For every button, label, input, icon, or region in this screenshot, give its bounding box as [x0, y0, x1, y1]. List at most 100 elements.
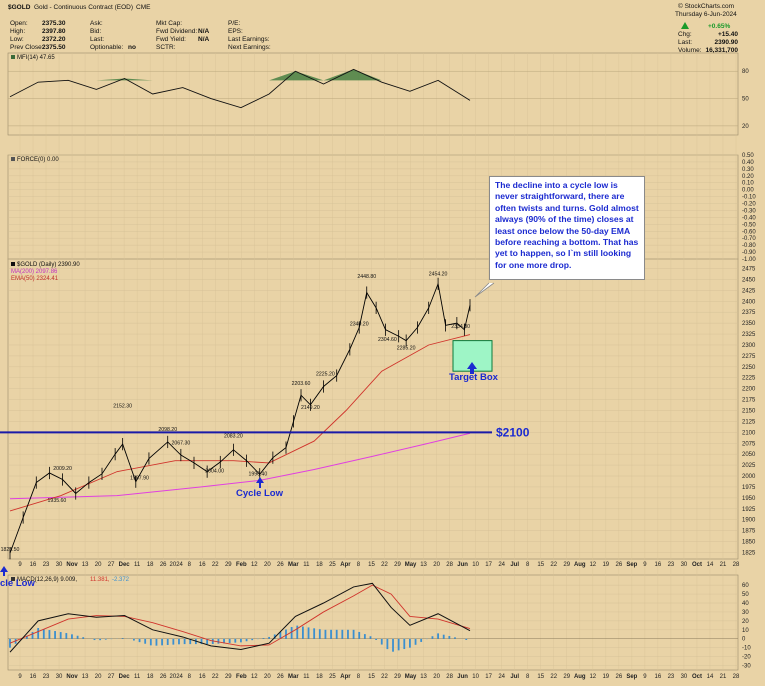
price-legend-swatch — [11, 262, 15, 266]
macd-histogram-bar — [291, 627, 293, 639]
price-annotation: 2448.80 — [357, 274, 376, 280]
symbol-label: $GOLD — [8, 4, 31, 11]
macd-x-tick-label: Nov — [66, 674, 78, 680]
macd-histogram-bar — [229, 639, 231, 643]
macd-histogram-bar — [381, 639, 383, 645]
macd-histogram-bar — [454, 637, 456, 638]
macd-histogram-bar — [268, 637, 270, 639]
macd-x-tick-label: 22 — [550, 674, 557, 680]
macd-x-tick-label: 15 — [368, 674, 375, 680]
price-y-tick-label: 2375 — [742, 310, 756, 316]
macd-y-tick-label: 40 — [742, 601, 749, 607]
mfi-y-tick-label: 20 — [742, 124, 749, 130]
fwd-dividend-label: Fwd Dividend: — [156, 28, 197, 35]
force-legend-swatch — [11, 157, 15, 161]
macd-x-tick-label: 22 — [212, 674, 219, 680]
macd-histogram-bar — [308, 627, 310, 638]
mfi-y-tick-label: 50 — [742, 97, 749, 103]
price-x-tick-label: May — [405, 562, 417, 568]
exchange-label: CME — [136, 4, 151, 11]
date-label: Thursday 6-Jun-2024 — [675, 11, 737, 18]
macd-x-tick-label: 2024 — [170, 674, 184, 680]
price-x-tick-label: 11 — [303, 562, 310, 568]
last-value: 2390.90 — [715, 39, 739, 46]
mkt-cap-label: Mkt Cap: — [156, 20, 182, 27]
price-x-tick-label: 13 — [420, 562, 427, 568]
force-y-tick-label: 0.10 — [742, 181, 754, 187]
macd-x-tick-label: 13 — [420, 674, 427, 680]
price-annotation: 2009.20 — [53, 466, 72, 472]
price-x-tick-label: 28 — [446, 562, 453, 568]
low-label: Low: — [10, 36, 24, 43]
high-label: High: — [10, 28, 25, 35]
macd-signal-legend: 11.381, — [90, 577, 110, 583]
macd-x-tick-label: 10 — [472, 674, 479, 680]
macd-x-tick-label: 13 — [82, 674, 89, 680]
macd-x-tick-label: 26 — [615, 674, 622, 680]
macd-histogram-bar — [313, 628, 315, 638]
macd-x-tick-label: 26 — [277, 674, 284, 680]
price-annotation: 2152.30 — [113, 403, 132, 409]
price-x-tick-label: 29 — [563, 562, 570, 568]
price-annotation: 2334.80 — [451, 324, 470, 330]
macd-histogram-bar — [105, 639, 107, 640]
price-x-tick-label: 22 — [550, 562, 557, 568]
last-quote-label: Last: — [90, 36, 104, 43]
price-x-tick-label: 14 — [707, 562, 714, 568]
macd-histogram-bar — [99, 639, 101, 640]
macd-histogram-bar — [420, 639, 422, 642]
macd-y-tick-label: -10 — [742, 646, 751, 652]
price-x-tick-label: Oct — [692, 562, 702, 568]
price-annotation: 2083.20 — [224, 434, 243, 440]
macd-x-tick-label: 12 — [251, 674, 258, 680]
macd-histogram-bar — [184, 639, 186, 644]
macd-histogram-bar — [353, 630, 355, 639]
price-x-tick-label: 11 — [134, 562, 141, 568]
force-y-tick-label: -0.20 — [742, 202, 756, 208]
change-percent: +0.65% — [708, 23, 730, 30]
price-x-tick-label: 28 — [733, 562, 740, 568]
macd-histogram-bar — [43, 629, 45, 639]
price-y-tick-label: 2425 — [742, 288, 756, 294]
price-y-tick-label: 2125 — [742, 419, 756, 425]
price-annotation: 2304.60 — [378, 337, 397, 343]
price-x-tick-label: 23 — [43, 562, 50, 568]
macd-x-tick-label: Dec — [119, 674, 131, 680]
price-x-tick-label: 16 — [199, 562, 206, 568]
macd-x-tick-label: Apr — [340, 674, 351, 680]
price-legend: $GOLD (Daily) 2390.90 — [17, 262, 80, 268]
macd-histogram-bar — [144, 639, 146, 644]
macd-histogram-bar — [437, 633, 439, 638]
price-annotation: 2004.00 — [205, 468, 224, 474]
macd-x-tick-label: 30 — [681, 674, 688, 680]
symbol-description: Gold - Continuous Contract (EOD) — [34, 4, 133, 11]
macd-histogram-bar — [54, 631, 56, 639]
macd-histogram-bar — [167, 639, 169, 645]
macd-x-tick-label: May — [405, 674, 417, 680]
macd-x-tick-label: 16 — [30, 674, 37, 680]
macd-x-tick-label: Mar — [288, 674, 299, 680]
price-x-tick-label: 23 — [668, 562, 675, 568]
price-y-tick-label: 2000 — [742, 474, 756, 480]
force-y-tick-label: 0.20 — [742, 174, 754, 180]
price-x-tick-label: 24 — [498, 562, 505, 568]
macd-x-tick-label: 18 — [147, 674, 154, 680]
macd-histogram-bar — [409, 639, 411, 648]
force-y-tick-label: -0.90 — [742, 250, 756, 256]
macd-x-tick-label: Jun — [457, 674, 468, 680]
price-y-tick-label: 2450 — [742, 277, 756, 283]
cycle-low-left-label: cle Low — [0, 578, 35, 589]
macd-histogram-bar — [302, 627, 304, 639]
macd-histogram-bar — [325, 630, 327, 639]
price-x-tick-label: 30 — [681, 562, 688, 568]
macd-histogram-bar — [263, 638, 265, 639]
price-x-tick-label: 20 — [95, 562, 102, 568]
price-x-tick-label: 26 — [160, 562, 167, 568]
macd-histogram-bar — [234, 639, 236, 643]
macd-histogram-bar — [240, 639, 242, 643]
prev-close-label: Prev Close: — [10, 44, 44, 51]
macd-x-tick-label: 29 — [563, 674, 570, 680]
macd-y-tick-label: 10 — [742, 628, 749, 634]
ma200-legend: MA(200) 2097.86 — [11, 269, 58, 275]
